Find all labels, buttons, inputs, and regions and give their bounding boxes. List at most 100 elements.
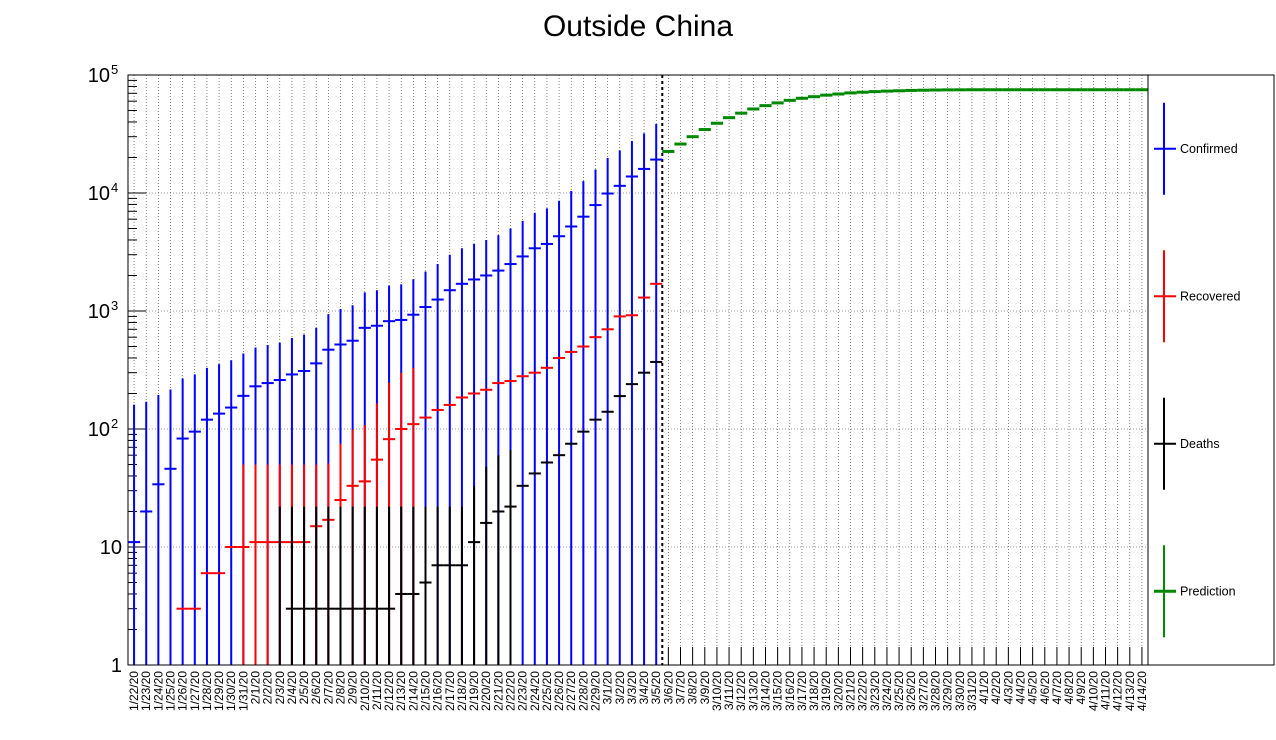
x-tick-label: 2/15/20 <box>419 671 433 711</box>
y-tick-label: 10 <box>88 419 110 441</box>
plot-area <box>128 75 1148 665</box>
x-tick-label: 4/10/20 <box>1086 671 1100 711</box>
x-tick-label: 2/21/20 <box>491 671 505 711</box>
x-tick-label: 2/3/20 <box>273 671 287 705</box>
x-tick-label: 3/22/20 <box>856 671 870 711</box>
y-tick-label: 10 <box>100 537 122 559</box>
x-tick-label: 3/11/20 <box>722 671 736 710</box>
x-tick-label: 3/20/20 <box>831 671 845 711</box>
x-tick-label: 4/1/20 <box>977 671 991 705</box>
series-confirmed <box>128 124 663 665</box>
x-tick-label: 1/29/20 <box>212 671 226 711</box>
x-tick-label: 2/25/20 <box>540 671 554 711</box>
x-tick-label: 3/26/20 <box>904 671 918 711</box>
x-tick-label: 4/6/20 <box>1038 671 1052 705</box>
x-tick-label: 2/6/20 <box>309 671 323 705</box>
x-tick-label: 2/5/20 <box>297 671 311 705</box>
legend-label-prediction: Prediction <box>1180 584 1236 598</box>
x-tick-label: 2/27/20 <box>564 671 578 711</box>
x-tick-label: 2/11/20 <box>370 671 384 710</box>
x-tick-label: 1/31/20 <box>236 671 250 711</box>
x-tick-label: 3/15/20 <box>771 671 785 711</box>
x-tick-label: 4/2/20 <box>989 671 1003 705</box>
y-tick-exponent: 3 <box>111 298 118 313</box>
x-tick-label: 3/10/20 <box>710 671 724 711</box>
y-tick-label: 10 <box>88 65 110 87</box>
legend-label-recovered: Recovered <box>1180 289 1240 303</box>
x-tick-label: 2/14/20 <box>406 671 420 711</box>
plot-frame <box>127 74 1149 666</box>
x-tick-label: 3/27/20 <box>916 671 930 711</box>
legend: Confirmed Recovered Deaths Prediction <box>1147 74 1275 666</box>
x-tick-label: 2/20/20 <box>479 671 493 711</box>
x-tick-label: 2/29/20 <box>589 671 603 711</box>
series-prediction <box>662 88 1148 153</box>
x-tick-label: 3/12/20 <box>734 671 748 711</box>
x-tick-label: 2/2/20 <box>261 671 275 705</box>
legend-label-confirmed: Confirmed <box>1180 142 1238 156</box>
x-tick-label: 3/25/20 <box>892 671 906 711</box>
x-tick-label: 2/19/20 <box>467 671 481 711</box>
x-tick-label: 3/4/20 <box>637 671 651 705</box>
y-tick-label: 10 <box>88 183 110 205</box>
x-tick-label: 4/14/20 <box>1135 671 1149 711</box>
x-tick-label: 4/3/20 <box>1001 671 1015 705</box>
x-tick-label: 1/26/20 <box>176 671 190 711</box>
x-tick-label: 4/9/20 <box>1074 671 1088 705</box>
x-tick-label: 4/7/20 <box>1050 671 1064 705</box>
grid-lines <box>128 75 1148 665</box>
y-tick-label: 10 <box>88 301 110 323</box>
x-tick-label: 2/16/20 <box>431 671 445 711</box>
x-tick-label: 3/19/20 <box>819 671 833 711</box>
x-tick-label: 3/8/20 <box>686 671 700 705</box>
x-tick-label: 4/13/20 <box>1123 671 1137 711</box>
x-tick-label: 3/1/20 <box>601 671 615 705</box>
x-tick-label: 3/7/20 <box>674 671 688 705</box>
x-tick-label: 2/23/20 <box>516 671 530 711</box>
x-tick-label: 2/9/20 <box>346 671 360 705</box>
x-tick-label: 3/16/20 <box>783 671 797 711</box>
x-axis: 1/22/201/23/201/24/201/25/201/26/201/27/… <box>127 647 1149 711</box>
x-tick-label: 3/17/20 <box>795 671 809 711</box>
x-tick-label: 3/18/20 <box>807 671 821 711</box>
x-tick-label: 1/28/20 <box>200 671 214 711</box>
x-tick-label: 1/25/20 <box>164 671 178 711</box>
x-tick-label: 2/28/20 <box>576 671 590 711</box>
x-tick-label: 4/8/20 <box>1062 671 1076 705</box>
x-tick-label: 1/22/20 <box>127 671 141 711</box>
x-tick-label: 2/24/20 <box>528 671 542 711</box>
x-tick-label: 2/12/20 <box>382 671 396 711</box>
x-tick-label: 4/4/20 <box>1014 671 1028 705</box>
x-tick-label: 2/13/20 <box>394 671 408 711</box>
x-tick-label: 2/17/20 <box>443 671 457 711</box>
x-tick-label: 3/29/20 <box>941 671 955 711</box>
legend-label-deaths: Deaths <box>1180 437 1220 451</box>
x-tick-label: 3/13/20 <box>746 671 760 711</box>
x-tick-label: 3/21/20 <box>844 671 858 711</box>
x-tick-label: 1/24/20 <box>151 671 165 711</box>
y-tick-label: 1 <box>111 655 122 677</box>
legend-box <box>1147 74 1275 666</box>
y-tick-exponent: 5 <box>111 62 118 77</box>
x-tick-label: 2/7/20 <box>321 671 335 705</box>
x-tick-label: 2/1/20 <box>249 671 263 705</box>
x-tick-label: 2/8/20 <box>334 671 348 705</box>
x-tick-label: 1/23/20 <box>139 671 153 711</box>
series-recovered <box>176 282 663 610</box>
x-tick-label: 1/30/20 <box>224 671 238 711</box>
x-tick-label: 1/27/20 <box>188 671 202 711</box>
x-tick-label: 2/10/20 <box>358 671 372 711</box>
x-tick-label: 3/23/20 <box>868 671 882 711</box>
x-tick-label: 3/6/20 <box>661 671 675 705</box>
x-tick-label: 3/28/20 <box>929 671 943 711</box>
x-tick-label: 2/18/20 <box>455 671 469 711</box>
x-tick-label: 4/12/20 <box>1111 671 1125 711</box>
x-tick-label: 3/9/20 <box>698 671 712 705</box>
x-tick-label: 3/3/20 <box>625 671 639 705</box>
chart-title: Outside China <box>543 10 733 43</box>
x-tick-label: 3/14/20 <box>759 671 773 711</box>
x-tick-label: 2/22/20 <box>504 671 518 711</box>
x-tick-label: 4/11/20 <box>1099 671 1113 710</box>
